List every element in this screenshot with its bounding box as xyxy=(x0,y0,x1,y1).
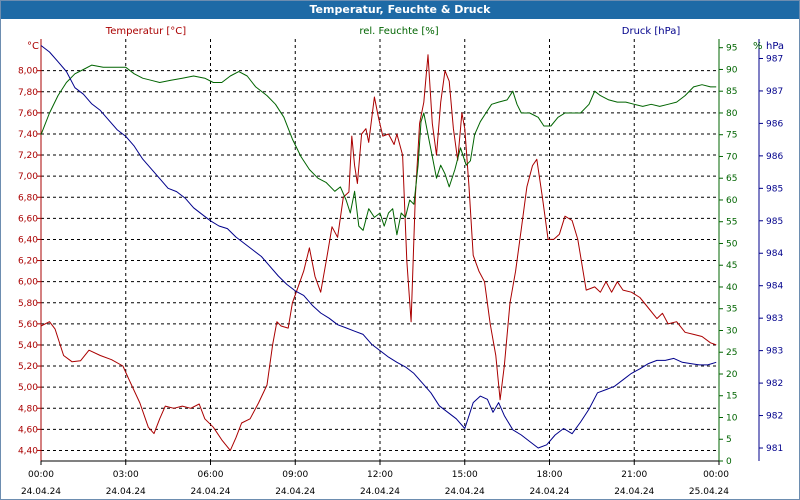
x-tick-label-time: 12:00 xyxy=(367,470,393,480)
temperature-tick-label: 4,40 xyxy=(18,446,38,456)
x-tick-label-date: 24.04.24 xyxy=(360,487,400,497)
x-tick-label-time: 00:00 xyxy=(28,470,54,480)
humidity-tick-label: 0 xyxy=(726,457,732,467)
legend-pressure: Druck [hPa] xyxy=(622,26,681,37)
x-tick-label-time: 18:00 xyxy=(537,470,563,480)
humidity-tick-label: 40 xyxy=(726,283,738,293)
temperature-tick-label: 5,80 xyxy=(18,299,38,309)
x-tick-label-date: 24.04.24 xyxy=(445,487,485,497)
x-tick-label-time: 06:00 xyxy=(198,470,224,480)
pressure-tick-label: 986 xyxy=(766,152,783,162)
humidity-tick-label: 95 xyxy=(726,44,737,54)
temperature-tick-label: 7,00 xyxy=(18,172,38,182)
pressure-tick-label: 985 xyxy=(766,184,783,194)
pressure-tick-label: 982 xyxy=(766,379,783,389)
temperature-tick-label: 4,60 xyxy=(18,425,38,435)
humidity-tick-label: 80 xyxy=(726,109,738,119)
chart-canvas: 00:00 24.04.24 03:00 24.04.24 06:00 24.04.24 0… xyxy=(18,26,784,497)
chart-title: Temperatur, Feuchte & Druck xyxy=(1,1,799,19)
humidity-tick-label: 55 xyxy=(726,218,737,228)
humidity-tick-label: 10 xyxy=(726,413,738,423)
axes xyxy=(37,39,763,465)
grid xyxy=(40,39,720,461)
x-tick-label-time: 00:00 xyxy=(703,470,729,480)
pressure-tick-label: 984 xyxy=(766,249,783,259)
x-tick-label-time: 21:00 xyxy=(621,470,647,480)
pressure-tick-label: 981 xyxy=(766,444,783,454)
pressure-tick-label: 983 xyxy=(766,347,783,357)
temperature-tick-label: 6,00 xyxy=(18,278,38,288)
humidity-tick-label: 50 xyxy=(726,239,738,249)
x-tick-label-date: 24.04.24 xyxy=(190,487,230,497)
temperature-tick-label: 5,00 xyxy=(18,383,38,393)
humidity-tick-label: 90 xyxy=(726,65,738,75)
x-tick-label-date: 24.04.24 xyxy=(614,487,654,497)
x-tick-label-time: 03:00 xyxy=(113,470,139,480)
humidity-unit-label: % xyxy=(753,41,763,52)
humidity-tick-label: 30 xyxy=(726,326,738,336)
pressure-tick-label: 985 xyxy=(766,217,783,227)
x-tick-label-time: 15:00 xyxy=(452,470,478,480)
legend-humidity: rel. Feuchte [%] xyxy=(359,26,438,37)
x-tick-label-date: 24.04.24 xyxy=(529,487,569,497)
pressure-tick-label: 983 xyxy=(766,314,783,324)
temperature-unit-label: °C xyxy=(27,41,39,52)
humidity-tick-label: 25 xyxy=(726,348,737,358)
temperature-tick-label: 4,80 xyxy=(18,404,38,414)
temperature-tick-label: 7,80 xyxy=(18,88,38,98)
humidity-tick-label: 35 xyxy=(726,305,737,315)
temperature-tick-label: 7,20 xyxy=(18,151,38,161)
x-tick-label-date: 24.04.24 xyxy=(21,487,61,497)
humidity-tick-label: 70 xyxy=(726,152,738,162)
humidity-tick-label: 5 xyxy=(726,435,732,445)
temperature-tick-label: 5,40 xyxy=(18,341,38,351)
temperature-tick-label: 7,40 xyxy=(18,130,38,140)
x-tick-label-date: 24.04.24 xyxy=(106,487,146,497)
pressure-tick-label: 987 xyxy=(766,54,783,64)
pressure-unit-label: hPa xyxy=(766,41,784,52)
series-line-temperature xyxy=(40,54,717,451)
humidity-tick-label: 15 xyxy=(726,392,737,402)
temperature-tick-label: 5,20 xyxy=(18,362,38,372)
temperature-tick-label: 8,00 xyxy=(18,67,38,77)
pressure-tick-label: 982 xyxy=(766,412,783,422)
legend-temperature: Temperatur [°C] xyxy=(105,26,186,37)
series-line-pressure xyxy=(40,45,717,449)
pressure-tick-label: 986 xyxy=(766,119,783,129)
humidity-tick-label: 45 xyxy=(726,261,737,271)
temperature-tick-label: 5,60 xyxy=(18,320,38,330)
x-tick-label-date: 24.04.24 xyxy=(275,487,315,497)
temperature-tick-label: 6,60 xyxy=(18,214,38,224)
tick-labels: 00:00 24.04.24 03:00 24.04.24 06:00 24.04.24 0… xyxy=(18,26,784,497)
humidity-tick-label: 65 xyxy=(726,174,737,184)
series-line-humidity xyxy=(40,64,717,236)
series-layer xyxy=(40,45,717,451)
temperature-tick-label: 6,20 xyxy=(18,257,38,267)
humidity-tick-label: 60 xyxy=(726,196,738,206)
humidity-tick-label: 75 xyxy=(726,131,737,141)
x-tick-label-date: 25.04.24 xyxy=(689,487,729,497)
temperature-tick-label: 6,80 xyxy=(18,193,38,203)
humidity-tick-label: 85 xyxy=(726,87,737,97)
pressure-tick-label: 987 xyxy=(766,87,783,97)
humidity-tick-label: 20 xyxy=(726,370,738,380)
temperature-tick-label: 7,60 xyxy=(18,109,38,119)
temperature-tick-label: 6,40 xyxy=(18,235,38,245)
pressure-tick-label: 984 xyxy=(766,282,783,292)
x-tick-label-time: 09:00 xyxy=(282,470,308,480)
